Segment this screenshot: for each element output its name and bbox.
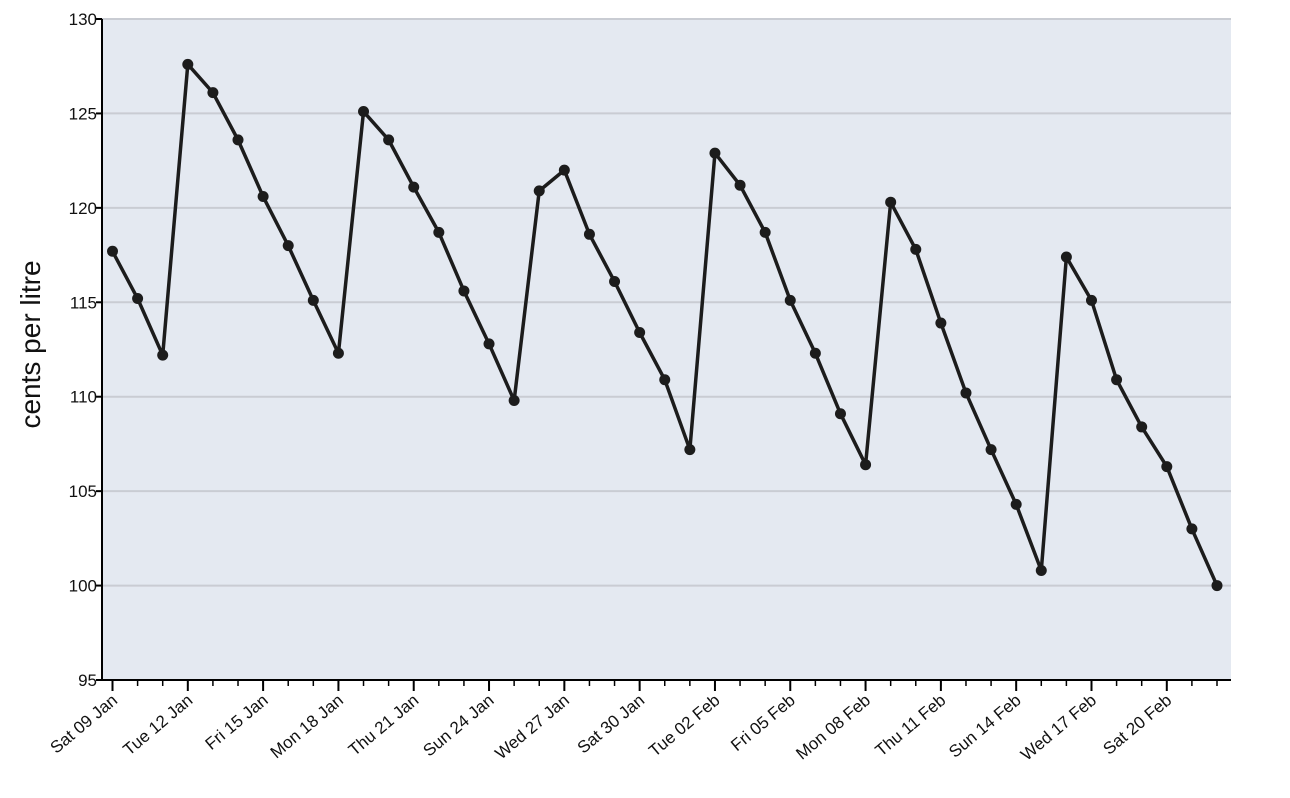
y-tick-label-115: 115 [70,293,97,312]
x-tick-label: Mon 18 Jan [267,691,347,763]
y-tick-label-130: 130 [69,10,97,29]
data-point [960,387,972,399]
data-point [659,374,671,386]
x-tick-label: Wed 17 Feb [1017,691,1100,765]
y-tick-label-125: 125 [69,104,97,123]
data-point [935,317,947,329]
data-point [784,294,796,306]
data-point [107,245,118,257]
data-point [985,444,997,456]
data-point [809,347,821,359]
data-point [759,226,771,238]
y-tick-label-100: 100 [69,577,97,596]
data-point [1211,580,1223,592]
data-point [860,459,872,471]
x-tick-label: Mon 08 Feb [792,691,874,764]
data-point [1111,374,1123,386]
x-tick-label: Wed 27 Jan [491,691,572,764]
gridlines [102,18,1231,587]
data-point [558,164,570,176]
data-point [508,394,520,406]
data-point [885,196,897,208]
data-point [1136,421,1148,433]
data-point [182,58,194,70]
data-point [257,191,269,203]
y-tick-label-105: 105 [69,482,97,501]
x-tick-label: Thu 21 Jan [345,691,422,760]
y-tick-label-110: 110 [70,388,97,407]
data-point [684,444,696,456]
data-point [307,294,319,306]
x-tick-label: Fri 05 Feb [727,691,799,755]
x-tick-label: Sat 30 Jan [574,691,648,758]
data-point [609,276,621,288]
x-tick-label: Sun 14 Feb [945,691,1025,762]
y-axis-title: cents per litre [15,260,46,428]
x-tick-label: Sat 09 Jan [47,691,121,758]
data-point [483,338,495,350]
data-point [1161,461,1173,473]
data-point [533,185,545,197]
x-tick-label: Sun 24 Jan [420,691,498,761]
data-point [207,87,219,99]
data-point [358,106,370,118]
plot-area-background [102,19,1231,680]
data-point [383,134,395,146]
data-point [282,240,294,252]
series-line-group [107,58,1223,592]
data-point [910,243,922,255]
data-point [458,285,470,297]
data-point [1186,523,1198,535]
data-point [1035,564,1047,576]
data-point [1010,498,1022,510]
x-tick-label: Tue 12 Jan [119,691,196,760]
x-tick-label: Thu 11 Feb [872,691,950,761]
x-tick-label: Sat 20 Feb [1099,691,1175,759]
data-point [583,228,595,240]
data-point [709,147,721,159]
x-tick-label: Fri 15 Jan [202,691,272,754]
data-point [734,179,746,191]
y-axis-ticks: 95 100 105 110 115 120 125 130 [69,10,102,690]
y-tick-label-120: 120 [69,199,97,218]
y-tick-label-95: 95 [78,671,97,690]
data-point [408,181,420,193]
axes [101,19,1231,681]
data-point [332,347,344,359]
data-point [157,349,169,361]
data-point [634,327,646,338]
data-point [232,134,244,146]
data-point [1085,294,1097,306]
x-tick-label: Tue 02 Feb [645,691,723,761]
data-point [1060,251,1072,263]
data-point [132,293,144,305]
data-point [433,226,445,238]
data-point [834,408,846,420]
